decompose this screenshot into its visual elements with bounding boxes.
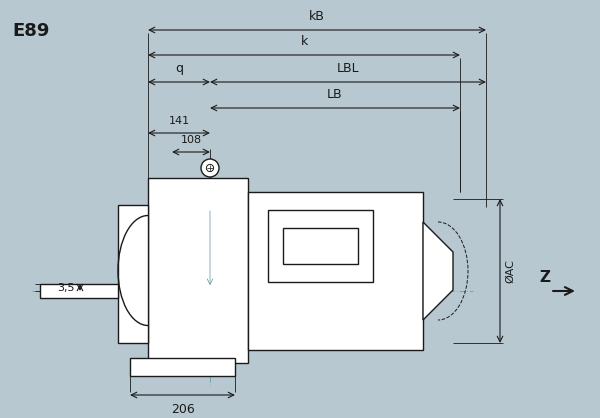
- Text: kB: kB: [309, 10, 325, 23]
- Text: LB: LB: [327, 88, 343, 101]
- Text: q: q: [175, 62, 183, 75]
- Text: k: k: [301, 35, 308, 48]
- Text: 141: 141: [169, 116, 190, 126]
- Text: 108: 108: [181, 135, 202, 145]
- Bar: [268, 210, 373, 282]
- Text: LBL: LBL: [337, 62, 359, 75]
- Text: ØAC: ØAC: [505, 259, 515, 283]
- Circle shape: [201, 159, 219, 177]
- Bar: [40, 284, 118, 298]
- Text: 3,5: 3,5: [58, 283, 75, 293]
- Text: Z: Z: [539, 270, 551, 285]
- Text: 206: 206: [170, 403, 194, 416]
- Polygon shape: [423, 222, 453, 320]
- Bar: [130, 358, 235, 376]
- Bar: [148, 178, 248, 363]
- Circle shape: [206, 164, 214, 172]
- Bar: [248, 192, 423, 350]
- Bar: [283, 228, 358, 264]
- Text: E89: E89: [12, 22, 49, 40]
- Bar: [118, 205, 148, 343]
